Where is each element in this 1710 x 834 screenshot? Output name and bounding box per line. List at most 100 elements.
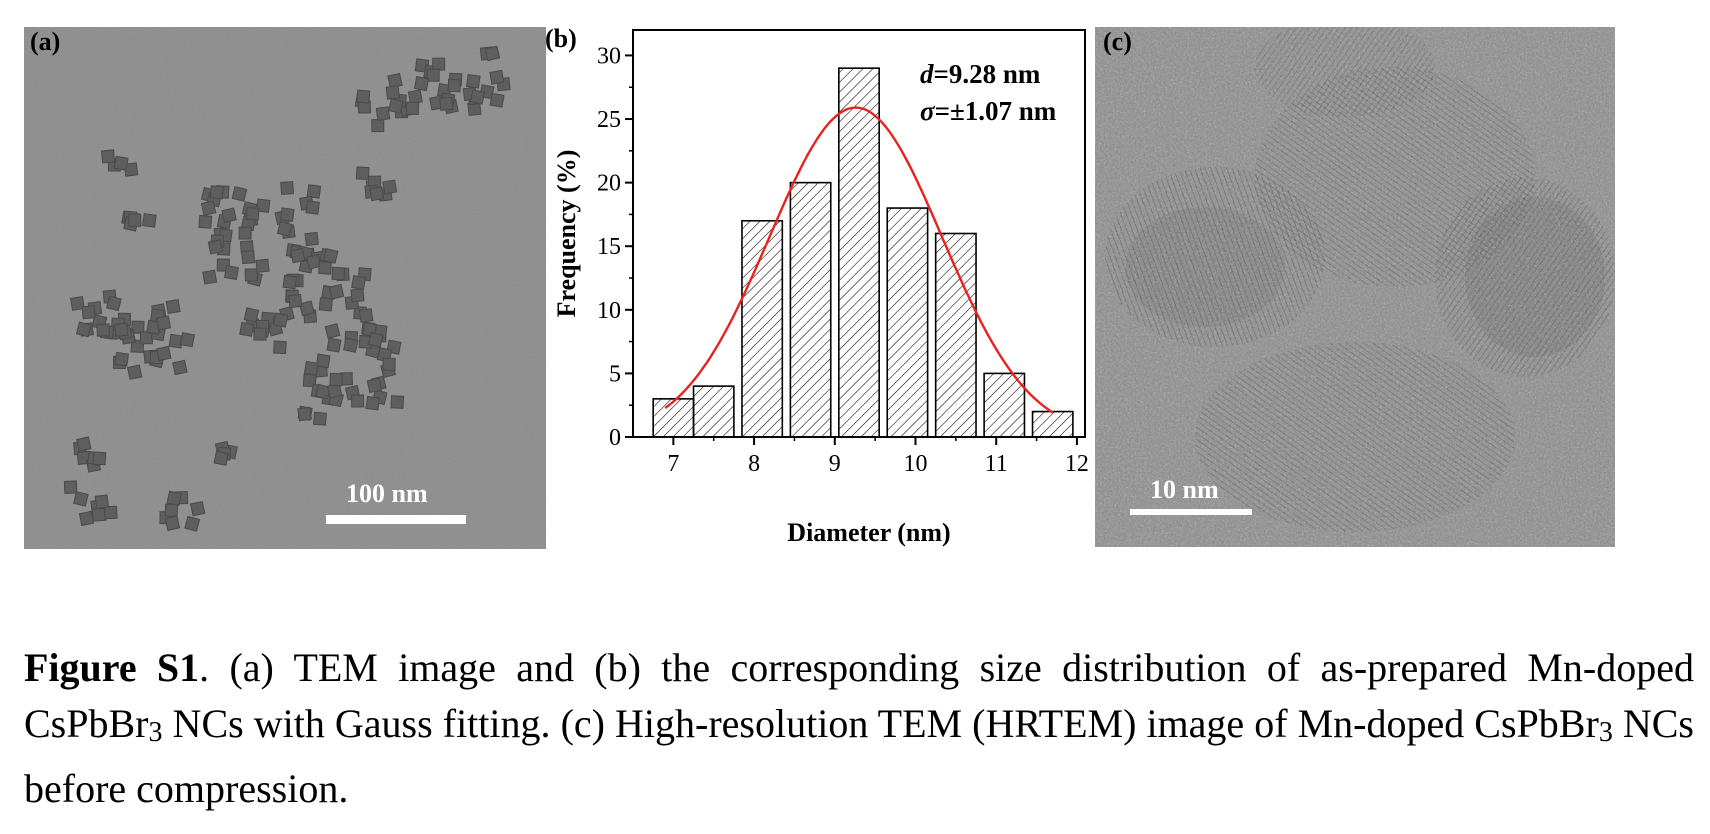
nanocube (375, 106, 391, 121)
nanocube (245, 206, 260, 221)
nanocube (371, 119, 385, 133)
caption-subscript: 3 (148, 717, 163, 748)
nanocube (106, 295, 122, 312)
nanocube (70, 295, 85, 311)
y-tick-label: 5 (609, 361, 621, 387)
x-tick-label: 11 (985, 451, 1008, 477)
x-tick-label: 9 (829, 451, 841, 477)
caption-text: NCs before compression. (24, 701, 1695, 811)
nanocube (322, 248, 339, 264)
nanocube (255, 258, 270, 273)
nanocube (328, 283, 345, 300)
nanocube (405, 101, 420, 116)
nanocube (223, 265, 240, 281)
nanocube (280, 181, 295, 195)
nanocube (189, 500, 206, 517)
nanocube (329, 372, 343, 387)
nanocube (288, 293, 303, 309)
nanocube (313, 411, 327, 426)
nanocube (239, 321, 255, 337)
nanocube (238, 226, 252, 240)
tem-image (24, 27, 546, 549)
nanocube (128, 213, 142, 227)
nanocube (298, 300, 315, 317)
nanocube (184, 515, 201, 532)
nanocube (78, 510, 95, 527)
nanocube (207, 239, 224, 255)
histogram-bar-1 (652, 398, 695, 438)
gauss-fit-curve (664, 106, 1054, 414)
nanocube (244, 268, 258, 282)
nanocube (94, 494, 110, 509)
nanocube (385, 85, 400, 100)
caption-text: . (a) TEM image and (b) the correspondin… (24, 645, 1694, 746)
nanocube (273, 340, 287, 355)
nanocube (315, 353, 331, 369)
nanocube (243, 307, 260, 323)
nanocube (356, 89, 371, 104)
y-tick-label: 25 (597, 107, 621, 133)
histogram-svg: 0 5 10 15 20 25 30 7 8 9 10 11 12 Diameter (nm) Freque… (552, 29, 1089, 547)
nanocube (358, 308, 374, 323)
y-tick-label: 20 (597, 171, 621, 197)
nanocube (272, 312, 289, 328)
figure-caption: Figure S1. (a) TEM image and (b) the cor… (24, 640, 1694, 817)
nanocube (139, 331, 153, 345)
size-distribution-chart: 0 5 10 15 20 25 30 7 8 9 10 11 12 Diameter (nm) Freque… (545, 20, 1100, 560)
nanocube (489, 69, 505, 85)
nanocube (369, 186, 385, 202)
nanocube (289, 247, 306, 264)
x-tick-label: 12 (1065, 451, 1089, 477)
nanocube (469, 89, 486, 105)
x-tick-label: 7 (667, 451, 679, 477)
nanocube (282, 274, 298, 290)
panel-c-label: (c) (1103, 27, 1132, 56)
nanocube (241, 250, 256, 265)
nanocube (165, 299, 181, 314)
nanocube (367, 331, 384, 348)
nanocube (96, 323, 110, 337)
histogram-bar-5 (838, 67, 880, 438)
histogram-bar-7 (934, 232, 977, 438)
histogram-bar-8 (983, 372, 1026, 438)
y-tick-label: 15 (597, 234, 621, 260)
nanocube (324, 323, 341, 340)
nanocube (131, 320, 145, 334)
nanocube (306, 184, 322, 199)
nanocube (156, 345, 172, 362)
nanocube (390, 395, 405, 409)
annotation-mean: d=9.28 nm (920, 59, 1041, 89)
nanocube (484, 45, 501, 62)
nanocube (92, 451, 107, 466)
nanocube (164, 503, 179, 517)
histogram-bar-4 (789, 181, 832, 438)
hrtem-image (1095, 17, 1615, 547)
nanocube (382, 179, 398, 195)
nanocube (350, 288, 365, 303)
scale-bar-label: 100 nm (346, 479, 428, 508)
nanocube (355, 166, 370, 181)
panel-b-label: (b) (545, 24, 577, 53)
nanocube (318, 297, 333, 312)
nanocube (164, 515, 181, 532)
histogram-bar-6 (886, 207, 929, 438)
y-tick-label: 10 (597, 298, 621, 324)
plot-frame (632, 29, 1086, 438)
x-tick-label: 8 (748, 451, 760, 477)
nanocube (432, 57, 446, 71)
nanocube (350, 394, 365, 408)
nanocube (202, 269, 218, 285)
nanocube (426, 68, 440, 82)
x-tick-label: 10 (904, 451, 928, 477)
nanocube (104, 505, 118, 520)
nanocube (231, 186, 248, 202)
y-tick-label: 30 (597, 43, 621, 69)
nanocube (101, 149, 116, 164)
nanocube (413, 76, 430, 92)
figure-label: Figure S1 (24, 645, 200, 690)
scale-bar (1130, 509, 1252, 515)
nanocube (155, 315, 172, 331)
nanocube (277, 221, 293, 237)
nanocube (209, 185, 224, 200)
nanocube (113, 155, 129, 171)
